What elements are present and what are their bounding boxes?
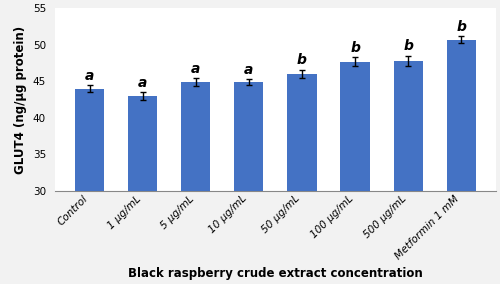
Text: a: a xyxy=(85,69,94,83)
Bar xyxy=(394,61,422,284)
Text: b: b xyxy=(297,53,307,67)
Text: a: a xyxy=(244,63,254,77)
Text: b: b xyxy=(403,39,413,53)
Bar xyxy=(340,62,370,284)
Text: a: a xyxy=(191,62,200,76)
Bar xyxy=(446,39,476,284)
Bar xyxy=(75,89,104,284)
Bar xyxy=(288,74,316,284)
Y-axis label: GLUT4 (ng/μg protein): GLUT4 (ng/μg protein) xyxy=(14,26,27,174)
Bar xyxy=(128,96,158,284)
Text: b: b xyxy=(456,20,466,34)
Bar xyxy=(234,82,264,284)
Text: b: b xyxy=(350,41,360,55)
Bar xyxy=(181,82,210,284)
X-axis label: Black raspberry crude extract concentration: Black raspberry crude extract concentrat… xyxy=(128,267,423,280)
Text: a: a xyxy=(138,76,147,90)
